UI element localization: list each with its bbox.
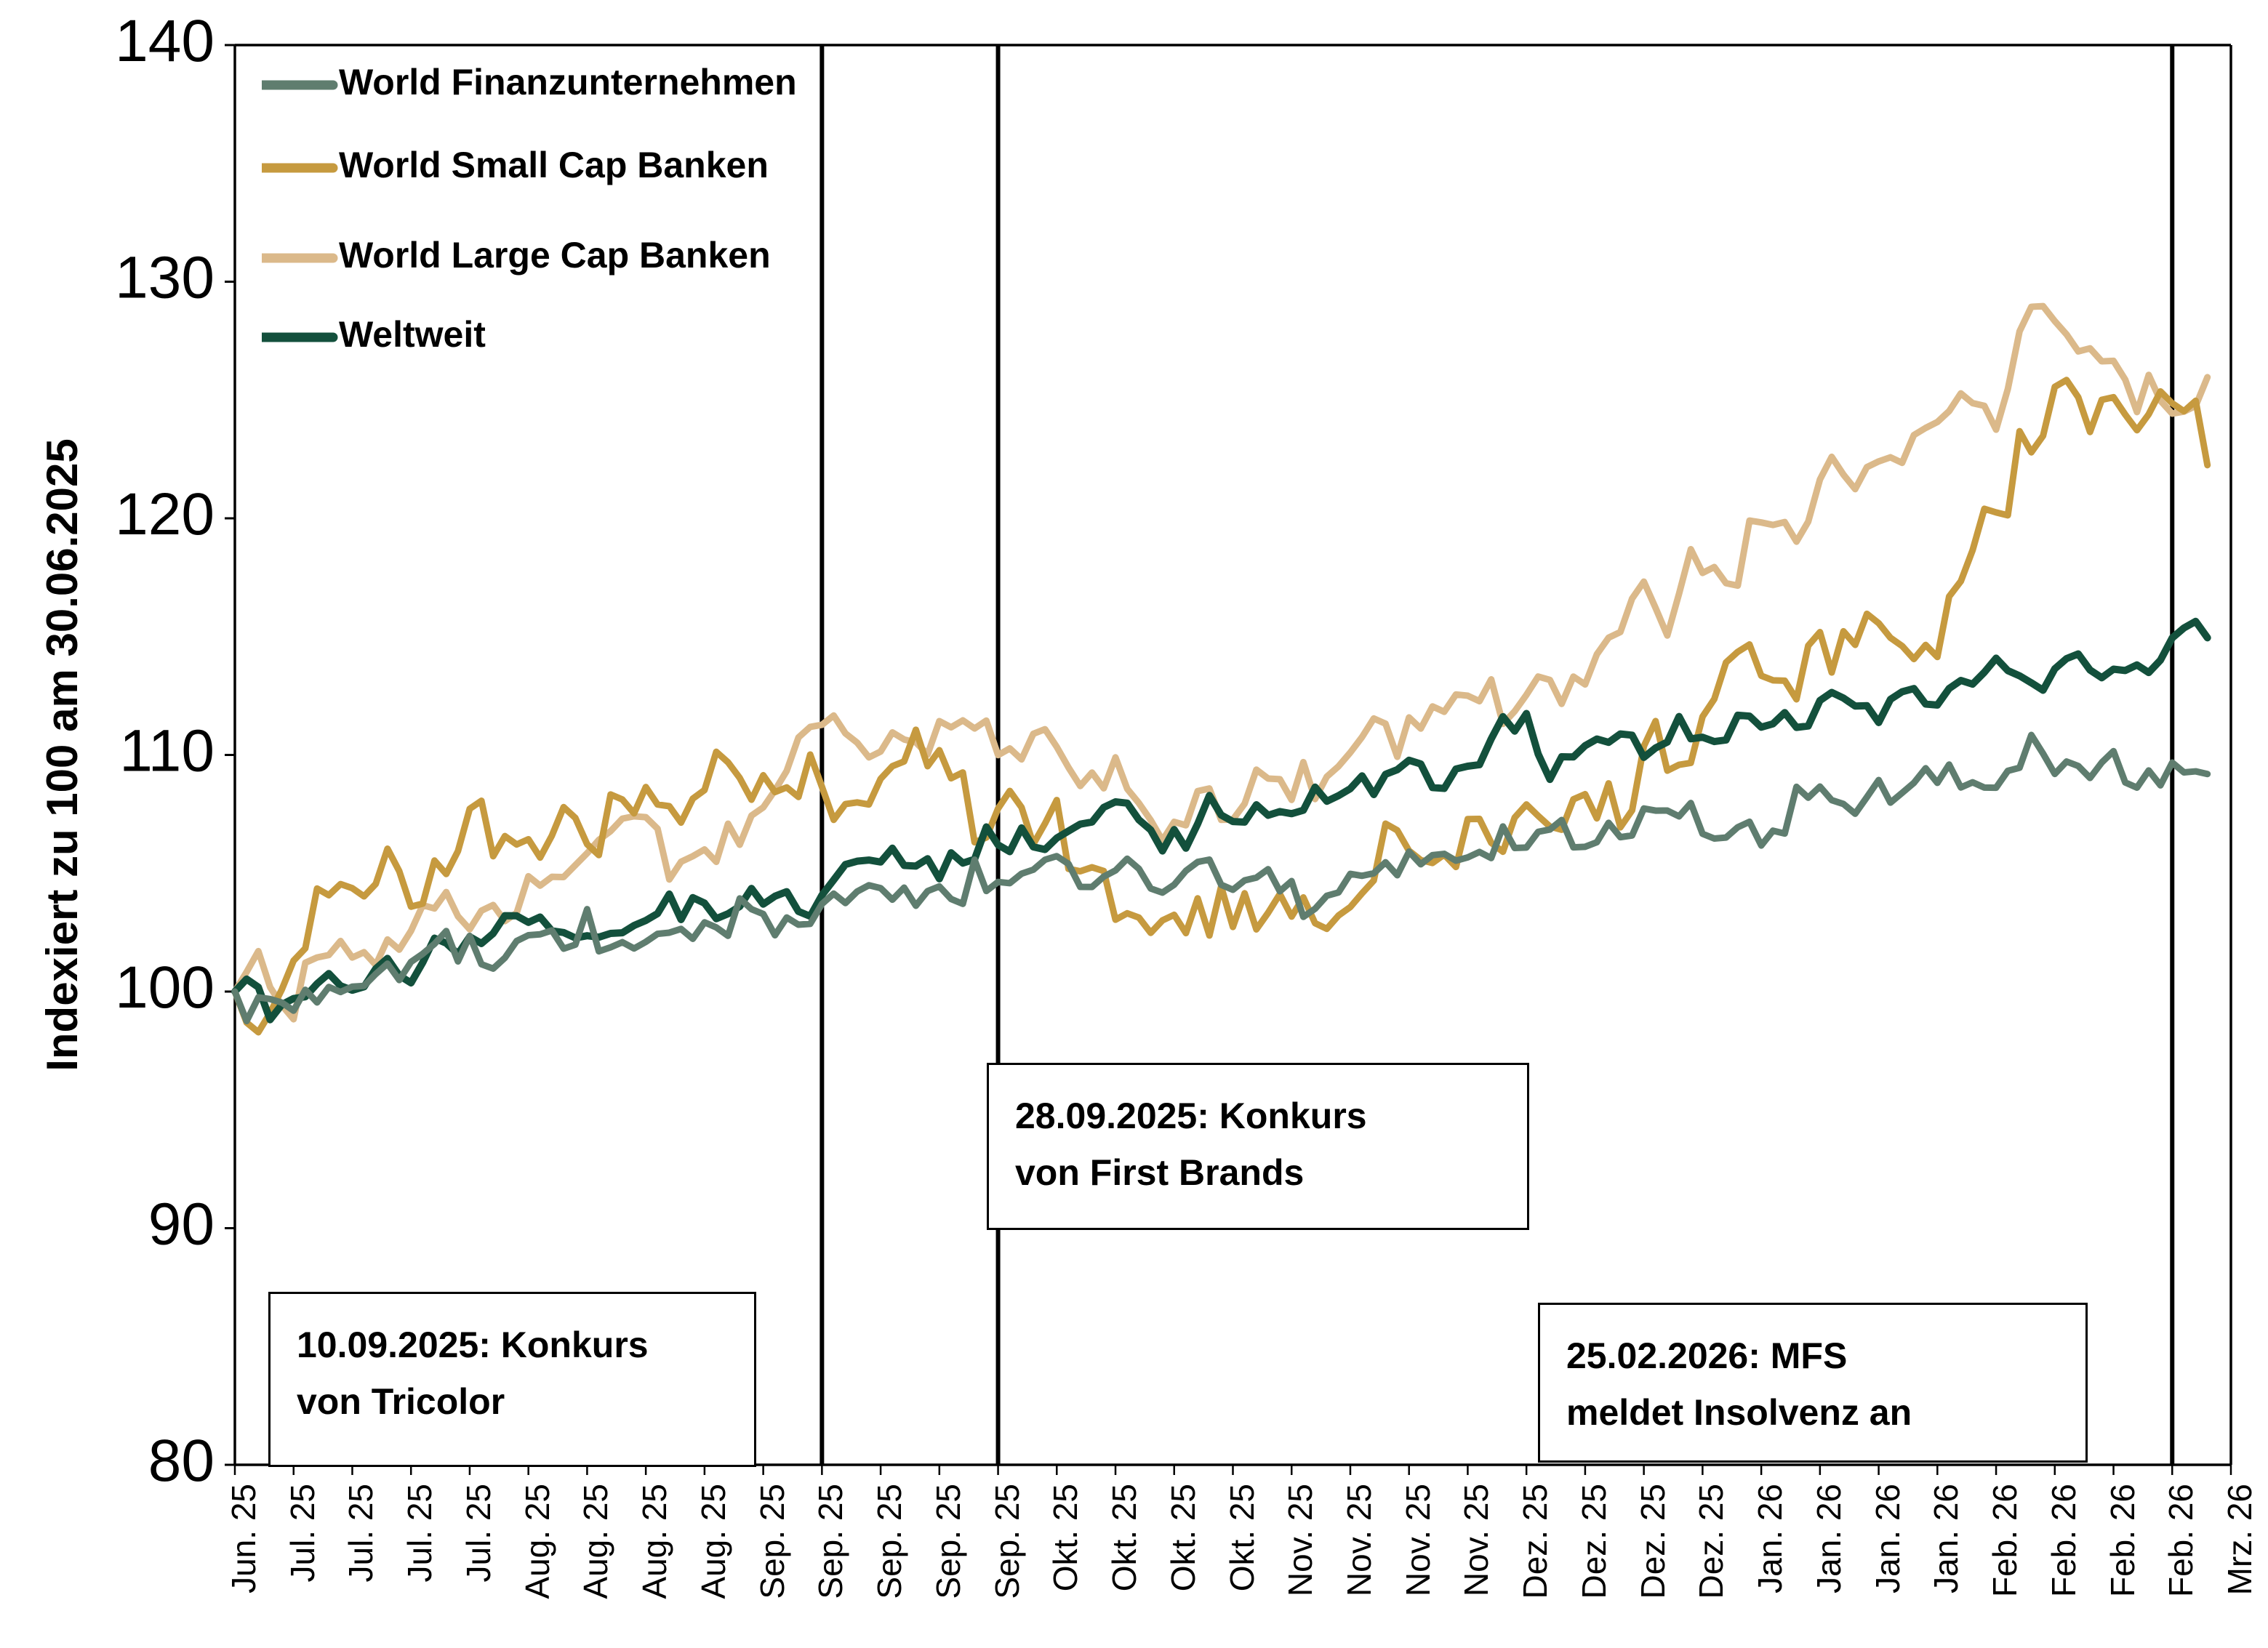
svg-text:120: 120 <box>115 481 215 547</box>
svg-text:80: 80 <box>148 1428 215 1494</box>
svg-text:110: 110 <box>119 718 215 784</box>
svg-text:90: 90 <box>148 1191 215 1258</box>
svg-text:100: 100 <box>115 954 215 1021</box>
svg-text:130: 130 <box>115 245 215 311</box>
svg-text:140: 140 <box>115 8 215 74</box>
